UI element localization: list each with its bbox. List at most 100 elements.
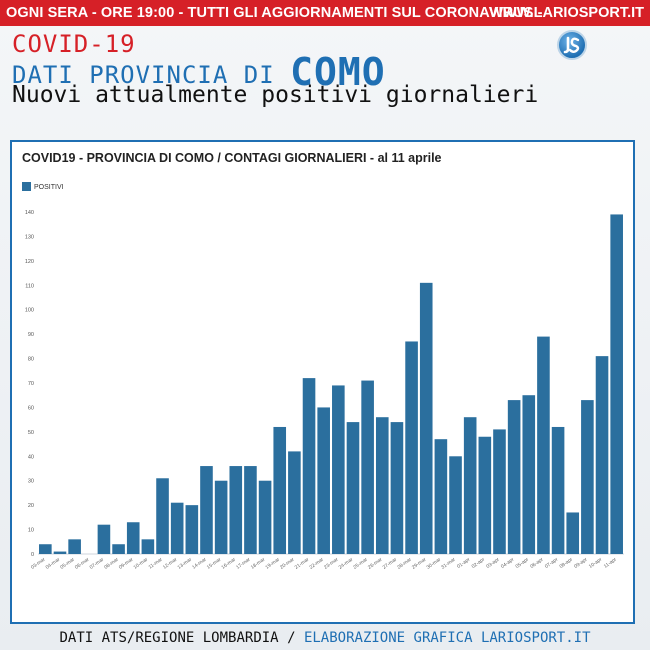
x-tick-label: 10-apr [588,557,604,570]
banner-site-link[interactable]: WWW.LARIOSPORT.IT [489,5,644,21]
bar-23-mar [332,385,345,554]
bar-06-apr [537,336,550,554]
bar-31-mar [449,456,462,554]
bar-11-apr [610,214,623,554]
x-tick-label: 04-apr [500,557,516,570]
bar-30-mar [434,439,448,554]
bar-14-mar [200,466,213,554]
bar-21-mar [302,378,316,554]
chart-panel: COVID19 - PROVINCIA DI COMO / CONTAGI GI… [10,140,635,624]
y-tick-label: 90 [28,332,34,338]
y-tick-label: 0 [31,552,34,558]
y-tick-label: 40 [28,454,34,460]
lariosport-logo-icon [557,30,587,60]
x-tick-label: 20-mar [279,557,296,571]
x-tick-label: 05-apr [515,557,531,570]
x-tick-label: 14-mar [191,557,208,571]
y-tick-label: 80 [28,357,34,363]
bar-12-mar [170,502,184,554]
bar-20-mar [288,451,301,554]
x-tick-label: 03-mar [30,557,47,571]
x-tick-label: 29-mar [411,557,428,571]
x-tick-label: 11-apr [603,557,618,570]
bar-11-mar [156,478,169,554]
y-tick-label: 100 [25,308,34,314]
bar-15-mar [214,480,228,554]
bar-05-mar [68,539,81,554]
legend-swatch [22,182,31,191]
bar-29-mar [419,282,433,554]
header-disease: COVID-19 [12,30,136,58]
x-tick-label: 26-mar [367,557,384,571]
header-province: DATI PROVINCIA DI COMO [12,50,386,94]
x-tick-label: 18-mar [250,557,267,571]
x-tick-label: 07-apr [544,557,560,570]
x-tick-label: 04-mar [45,557,62,571]
bar-18-mar [258,480,272,554]
bar-26-mar [375,417,389,554]
x-tick-label: 01-apr [456,557,472,570]
bar-17-mar [244,466,257,554]
footer-credit: ELABORAZIONE GRAFICA LARIOSPORT.IT [303,630,591,646]
chart-svg: 0 10 20 30 40 50 60 70 80 90 100 110 120 130 140 03-mar… [25,210,624,571]
y-tick-label: 70 [28,381,34,387]
bar-16-mar [229,466,243,554]
bar-07-apr [551,426,565,554]
bar-08-apr [566,512,580,554]
bar-04-apr [507,400,521,554]
x-tick-label: 31-mar [440,557,457,571]
y-tick-label: 140 [25,210,34,216]
bar-27-mar [390,422,404,554]
bar-24-mar [346,422,360,554]
header-subtitle: Nuovi attualmente positivi giornalieri [12,82,539,108]
x-tick-label: 15-mar [206,557,223,571]
x-tick-label: 10-mar [133,557,150,571]
footer: DATI ATS/REGIONE LOMBARDIA / ELABORAZION… [0,626,650,650]
x-tick-label: 13-mar [177,557,194,571]
x-tick-label: 19-mar [264,557,281,571]
bar-19-mar [273,426,287,554]
x-tick-label: 17-mar [235,557,252,571]
bar-07-mar [97,524,111,554]
x-tick-label: 11-mar [148,557,164,571]
banner-message: OGNI SERA - ORE 19:00 - TUTTI GLI AGGIOR… [6,5,543,21]
x-tick-label: 30-mar [426,557,443,571]
top-banner: OGNI SERA - ORE 19:00 - TUTTI GLI AGGIOR… [0,0,650,26]
x-tick-label: 05-mar [59,557,76,571]
chart-title: COVID19 - PROVINCIA DI COMO / CONTAGI GI… [22,151,442,165]
x-tick-label: 06-mar [74,557,91,571]
bar-10-mar [141,539,155,554]
chart-legend: POSITIVI [22,182,64,191]
x-tick-label: 08-apr [559,557,575,570]
y-tick-label: 130 [25,234,34,240]
bar-10-apr [595,356,609,554]
bar-01-apr [463,417,477,554]
footer-separator: / [287,630,296,646]
bar-03-mar [39,544,52,554]
y-tick-label: 60 [28,405,34,411]
bar-09-apr [581,400,594,554]
x-tick-label: 08-mar [103,557,120,571]
y-tick-label: 20 [28,503,34,509]
y-tick-label: 50 [28,430,34,436]
y-tick-label: 30 [28,479,34,485]
x-tick-label: 09-mar [118,557,135,571]
y-tick-label: 10 [28,528,34,534]
x-tick-label: 12-mar [162,557,179,571]
y-tick-label: 120 [25,259,34,265]
bar-08-mar [112,544,125,554]
legend-label: POSITIVI [34,184,64,191]
x-tick-label: 09-apr [573,557,589,570]
x-tick-label: 07-mar [89,557,106,571]
x-tick-label: 28-mar [396,557,413,571]
bar-03-apr [493,429,506,554]
x-tick-label: 06-apr [529,557,545,570]
x-tick-label: 23-mar [323,557,340,571]
header-city: COMO [290,50,386,94]
x-tick-label: 02-apr [471,557,487,570]
x-tick-label: 25-mar [352,557,369,571]
x-tick-label: 03-apr [485,557,501,570]
bar-22-mar [317,407,330,554]
bar-04-mar [53,551,67,554]
bar-05-apr [522,395,536,554]
